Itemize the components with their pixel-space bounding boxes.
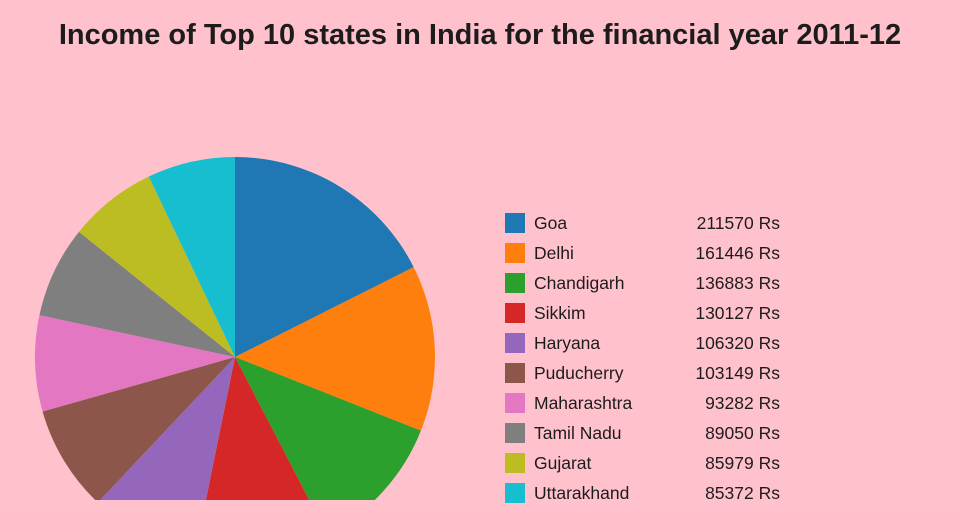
legend-row: Goa 211570 Rs [505,208,795,238]
legend-row: Sikkim 130127 Rs [505,298,795,328]
legend-value: 85372 Rs [705,482,780,503]
legend-row: Puducherry 103149 Rs [505,358,795,388]
pie-slice-maharashtra [34,315,235,412]
pie-slice-gujarat [78,176,235,357]
legend-row: Gujarat 85979 Rs [505,448,795,478]
pie-slice-chandigarh [235,357,421,500]
chart-title: Income of Top 10 states in India for the… [58,19,902,51]
pie-slice-tamil-nadu [39,231,236,357]
legend-value: 103149 Rs [695,362,780,383]
legend-value: 130127 Rs [695,302,780,323]
pie-slice-puducherry [42,357,235,500]
legend-value: 106320 Rs [695,332,780,353]
legend-swatch [505,453,525,473]
legend-swatch [505,273,525,293]
pie-slice-goa [235,157,414,357]
legend-row: Tamil Nadu 89050 Rs [505,418,795,448]
legend-value: 136883 Rs [695,272,780,293]
legend-row: Haryana 106320 Rs [505,328,795,358]
legend-swatch [505,423,525,443]
legend-label: Goa [534,212,568,233]
pie-chart [34,157,435,500]
legend-label: Tamil Nadu [534,422,622,443]
legend-row: Maharashtra 93282 Rs [505,388,795,418]
legend-swatch [505,333,525,353]
legend-swatch [505,213,525,233]
legend-swatch [505,243,525,263]
legend-swatch [505,393,525,413]
legend-label: Delhi [534,242,574,263]
legend-value: 89050 Rs [705,422,780,443]
legend-value: 93282 Rs [705,392,780,413]
legend-value: 85979 Rs [705,452,780,473]
legend-row: Delhi 161446 Rs [505,238,795,268]
pie-slice-delhi [235,267,435,431]
pie-slice-sikkim [205,357,310,500]
legend-label: Puducherry [534,362,624,383]
legend-value: 211570 Rs [696,212,780,233]
legend-swatch [505,363,525,383]
legend-label: Sikkim [534,302,586,323]
legend-label: Haryana [534,332,601,353]
legend-swatch [505,303,525,323]
legend-swatch [505,483,525,503]
legend-row: Chandigarh 136883 Rs [505,268,795,298]
legend-label: Maharashtra [534,392,633,413]
legend: Goa 211570 Rs Delhi 161446 Rs Chandigarh 1368… [505,208,795,508]
legend-label: Gujarat [534,452,592,473]
legend-row: Uttarakhand 85372 Rs [505,478,795,508]
pie-slice-uttarakhand [148,157,235,357]
pie-slice-haryana [100,357,235,500]
legend-label: Chandigarh [534,272,625,293]
legend-label: Uttarakhand [534,482,630,503]
legend-value: 161446 Rs [695,242,780,263]
